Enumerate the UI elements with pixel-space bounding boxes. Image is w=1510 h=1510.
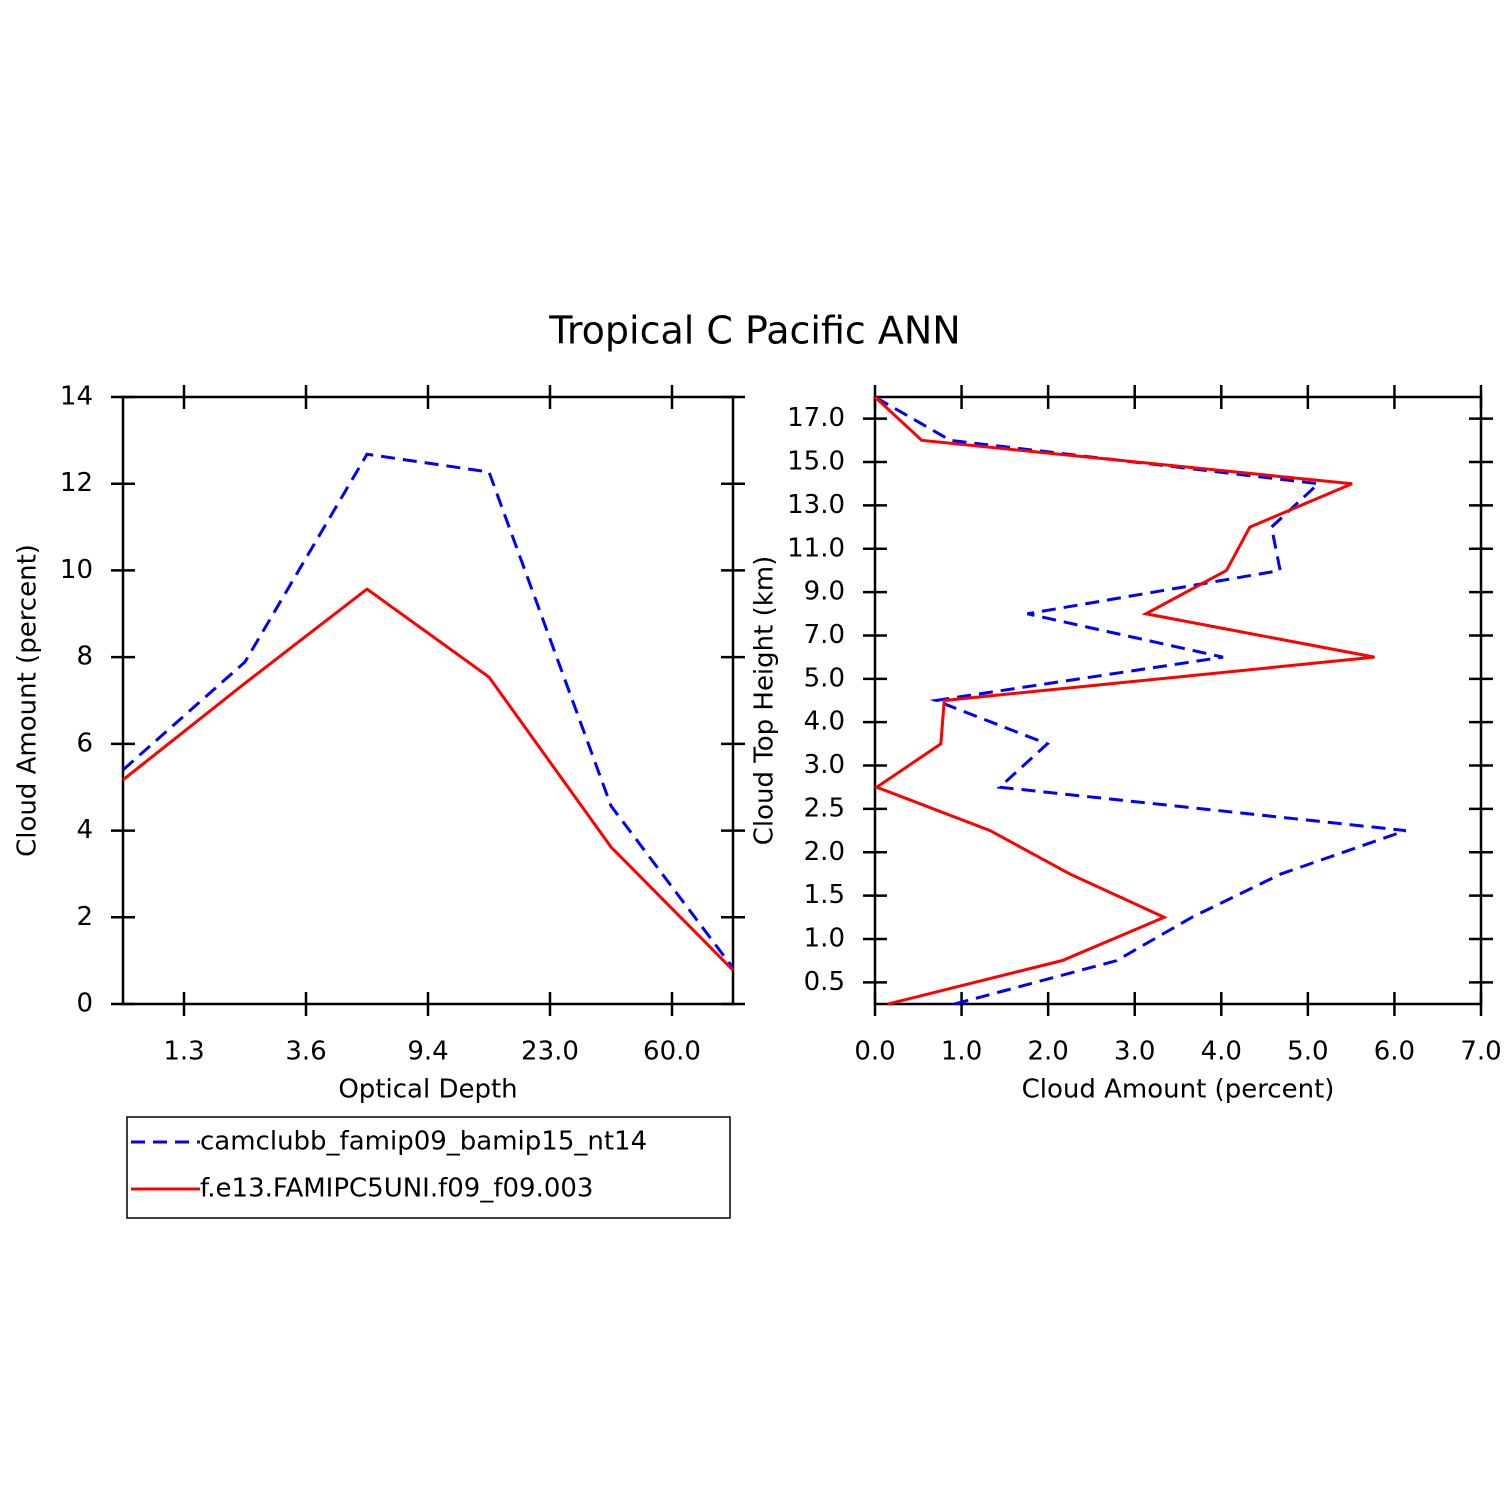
legend-box	[126, 1116, 731, 1219]
y-tick-label: 2.5	[804, 793, 845, 823]
y-tick-label: 5.0	[804, 663, 845, 693]
x-tick-label: 4.0	[1201, 1037, 1242, 1067]
series-line	[873, 395, 1375, 1006]
x-tick-label: 7.0	[1460, 1037, 1501, 1067]
x-tick-label: 3.6	[285, 1037, 326, 1067]
y-tick-label: 2.0	[804, 837, 845, 867]
x-axis-label: Optical Depth	[338, 1075, 517, 1105]
x-tick-label: 1.3	[163, 1037, 204, 1067]
y-tick-label: 6	[76, 728, 93, 758]
x-tick-label: 2.0	[1027, 1037, 1068, 1067]
y-tick-label: 0.5	[804, 967, 845, 997]
y-axis-label: Cloud Top Height (km)	[750, 556, 780, 846]
legend-label: camclubb_famip09_bamip15_nt14	[200, 1127, 647, 1157]
x-tick-label: 3.0	[1114, 1037, 1155, 1067]
y-tick-label: 3.0	[804, 750, 845, 780]
plot-frame	[873, 395, 1483, 1006]
x-tick-label: 1.0	[941, 1037, 982, 1067]
series-line	[122, 587, 735, 972]
y-tick-label: 10	[60, 555, 93, 585]
x-tick-label: 60.0	[643, 1037, 701, 1067]
y-tick-label: 11.0	[787, 533, 845, 563]
x-tick-label: 23.0	[521, 1037, 579, 1067]
plot-frame	[121, 395, 735, 1006]
x-axis-label: Cloud Amount (percent)	[1022, 1075, 1335, 1105]
x-tick-label: 6.0	[1374, 1037, 1415, 1067]
y-tick-label: 9.0	[804, 577, 845, 607]
y-tick-label: 1.5	[804, 880, 845, 910]
y-tick-label: 14	[60, 382, 93, 412]
y-axis-label: Cloud Amount (percent)	[13, 544, 43, 857]
x-tick-label: 5.0	[1287, 1037, 1328, 1067]
chart-title: Tropical C Pacific ANN	[548, 309, 960, 353]
x-tick-label: 9.4	[407, 1037, 448, 1067]
y-tick-label: 1.0	[804, 923, 845, 953]
legend-label: f.e13.FAMIPC5UNI.f09_f09.003	[200, 1174, 593, 1204]
y-tick-label: 13.0	[787, 490, 845, 520]
series-line	[122, 452, 735, 969]
y-tick-label: 7.0	[804, 620, 845, 650]
y-tick-label: 0	[76, 989, 93, 1019]
x-tick-label: 0.0	[854, 1037, 895, 1067]
y-tick-label: 2	[76, 902, 93, 932]
y-tick-label: 4	[76, 815, 93, 845]
series-line	[874, 395, 1407, 1006]
y-tick-label: 15.0	[787, 447, 845, 477]
y-tick-label: 4.0	[804, 707, 845, 737]
y-tick-label: 17.0	[787, 403, 845, 433]
y-tick-label: 8	[76, 642, 93, 672]
y-tick-label: 12	[60, 468, 93, 498]
